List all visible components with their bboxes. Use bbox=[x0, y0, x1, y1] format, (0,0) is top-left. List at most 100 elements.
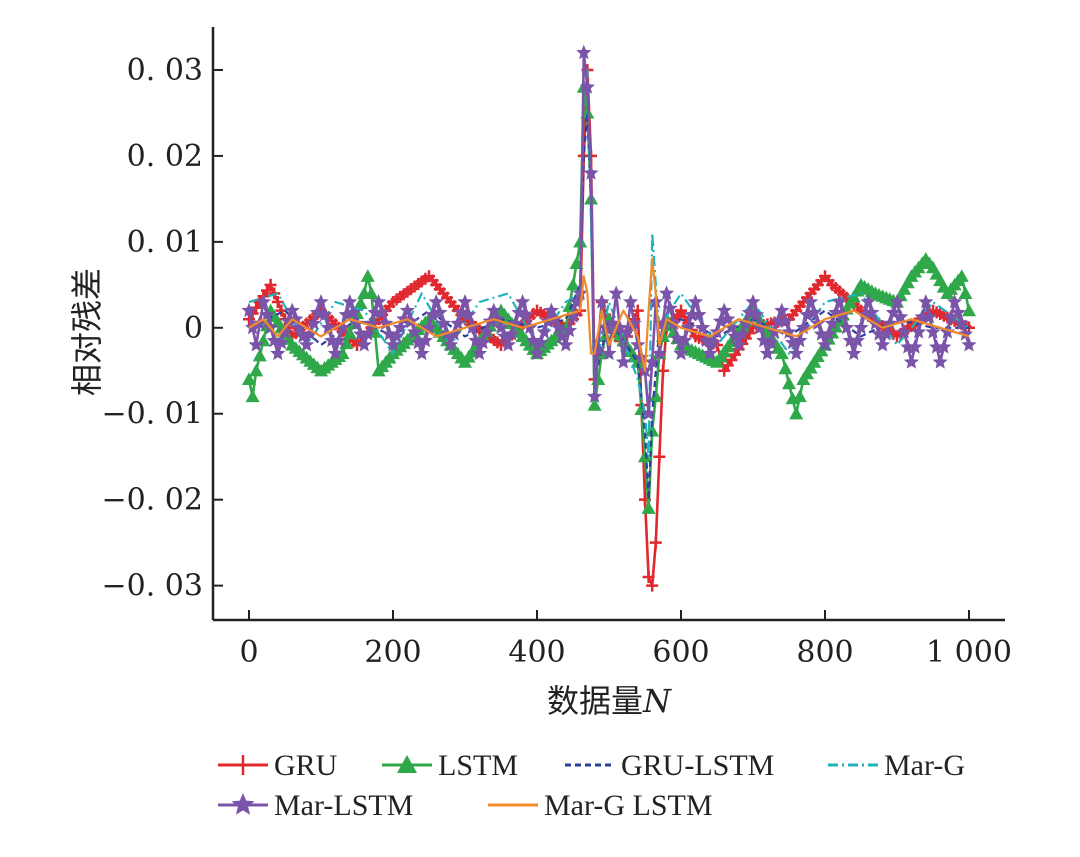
data-point-mar-lstm bbox=[464, 319, 480, 335]
data-point-mar-lstm bbox=[749, 306, 765, 322]
data-point-lstm bbox=[353, 296, 368, 310]
data-point-mar-lstm bbox=[918, 294, 934, 309]
data-point-mar-lstm bbox=[345, 304, 361, 320]
series-line-mar-g-lstm bbox=[248, 257, 970, 372]
data-point-mar-lstm bbox=[644, 354, 660, 369]
data-point-mar-lstm bbox=[583, 165, 599, 180]
data-point-mar-lstm bbox=[518, 306, 534, 322]
data-point-mar-lstm bbox=[839, 319, 855, 335]
data-point-lstm bbox=[792, 389, 807, 403]
y-tick-label: 0 bbox=[184, 311, 203, 346]
data-point-mar-lstm bbox=[817, 337, 833, 352]
data-point-mar-lstm bbox=[846, 345, 862, 361]
data-point-mar-lstm bbox=[374, 304, 390, 320]
data-point-mar-lstm bbox=[939, 324, 955, 339]
data-point-mar-lstm bbox=[954, 315, 970, 330]
data-point-mar-lstm bbox=[471, 345, 487, 361]
data-point-gru bbox=[264, 278, 277, 291]
data-point-lstm bbox=[360, 269, 375, 282]
data-point-mar-lstm bbox=[522, 319, 538, 335]
data-point-mar-lstm bbox=[565, 308, 581, 323]
data-point-mar-lstm bbox=[932, 354, 948, 369]
legend-item-lstm: LSTM bbox=[382, 749, 518, 782]
data-point-lstm bbox=[782, 376, 796, 390]
data-point-mar-lstm bbox=[788, 345, 804, 361]
data-point-gru bbox=[653, 450, 666, 463]
data-point-lstm bbox=[566, 277, 580, 291]
data-point-mar-lstm bbox=[277, 324, 293, 339]
data-point-lstm bbox=[641, 501, 656, 514]
series-line-mar-g bbox=[248, 68, 970, 458]
data-point-mar-lstm bbox=[572, 285, 588, 300]
data-point-mar-lstm bbox=[774, 302, 790, 318]
data-point-mar-lstm bbox=[479, 324, 495, 339]
data-point-mar-lstm bbox=[601, 345, 617, 361]
data-point-mar-lstm bbox=[943, 309, 959, 324]
data-point-lstm bbox=[900, 275, 915, 289]
data-point-mar-lstm bbox=[356, 337, 372, 352]
data-point-mar-lstm bbox=[651, 345, 667, 361]
legend-marker-gru bbox=[233, 755, 253, 775]
data-point-mar-lstm bbox=[443, 337, 459, 352]
data-point-mar-lstm bbox=[777, 313, 793, 328]
legend-label-lstm: LSTM bbox=[438, 749, 518, 782]
data-point-mar-lstm bbox=[702, 345, 718, 361]
data-point-lstm bbox=[962, 303, 976, 317]
data-point-mar-lstm bbox=[461, 306, 477, 322]
data-point-mar-lstm bbox=[623, 294, 639, 309]
legend-label-gru: GRU bbox=[274, 749, 338, 782]
legend-item-mar-lstm: Mar-LSTM bbox=[218, 789, 413, 822]
data-point-mar-lstm bbox=[450, 315, 466, 330]
x-tick-label: 800 bbox=[796, 635, 853, 670]
data-point-gru bbox=[642, 571, 655, 584]
data-point-mar-lstm bbox=[824, 315, 840, 330]
data-point-mar-lstm bbox=[349, 315, 365, 330]
legend: GRU LSTM GRU-LSTM Mar-G Mar-LSTM Mar-G LSTM bbox=[218, 749, 965, 822]
x-tick-label: 1 000 bbox=[926, 635, 1012, 670]
x-tick-label: 0 bbox=[239, 635, 258, 670]
data-point-mar-lstm bbox=[903, 354, 919, 369]
data-point-mar-lstm bbox=[705, 334, 721, 350]
data-point-mar-lstm bbox=[615, 354, 631, 369]
data-point-lstm bbox=[638, 449, 652, 463]
x-tick-label: 200 bbox=[364, 635, 421, 670]
data-point-mar-lstm bbox=[961, 337, 977, 352]
data-point-mar-lstm bbox=[417, 332, 433, 348]
data-point-gru bbox=[675, 304, 687, 317]
data-point-mar-lstm bbox=[500, 337, 516, 352]
data-point-mar-lstm bbox=[446, 326, 462, 341]
legend-label-gru-lstm: GRU-LSTM bbox=[621, 749, 774, 782]
data-point-mar-lstm bbox=[299, 337, 315, 352]
data-point-mar-lstm bbox=[752, 319, 768, 335]
data-point-mar-lstm bbox=[889, 294, 905, 309]
y-tick-label: −0. 02 bbox=[102, 483, 203, 518]
data-point-mar-lstm bbox=[641, 405, 657, 421]
data-point-lstm bbox=[249, 363, 264, 377]
legend-marker-lstm bbox=[397, 755, 417, 773]
data-point-mar-lstm bbox=[803, 294, 819, 309]
data-point-mar-lstm bbox=[831, 294, 847, 309]
data-point-mar-lstm bbox=[529, 345, 545, 361]
x-axis-title-text: 数据量 bbox=[547, 682, 643, 720]
series-line-mar-lstm bbox=[247, 51, 971, 415]
legend-item-gru-lstm: GRU-LSTM bbox=[565, 749, 774, 782]
data-point-mar-lstm bbox=[875, 337, 891, 352]
data-point-mar-lstm bbox=[630, 337, 646, 352]
data-point-mar-lstm bbox=[691, 306, 707, 322]
series-line-lstm bbox=[247, 85, 971, 510]
data-point-mar-lstm bbox=[806, 304, 822, 320]
data-point-mar-lstm bbox=[687, 294, 703, 309]
data-point-mar-lstm bbox=[360, 326, 376, 341]
legend-item-gru: GRU bbox=[218, 749, 338, 782]
data-point-mar-lstm bbox=[435, 315, 451, 330]
series-layer bbox=[241, 44, 977, 592]
legend-label-mar-g: Mar-G bbox=[884, 749, 965, 782]
data-point-mar-lstm bbox=[428, 294, 444, 309]
data-point-mar-lstm bbox=[911, 324, 927, 339]
data-point-gru bbox=[271, 296, 284, 309]
data-point-mar-lstm bbox=[273, 334, 289, 350]
data-point-mar-lstm bbox=[327, 345, 343, 361]
data-point-mar-lstm bbox=[821, 326, 837, 341]
series-mar-g bbox=[248, 68, 970, 458]
